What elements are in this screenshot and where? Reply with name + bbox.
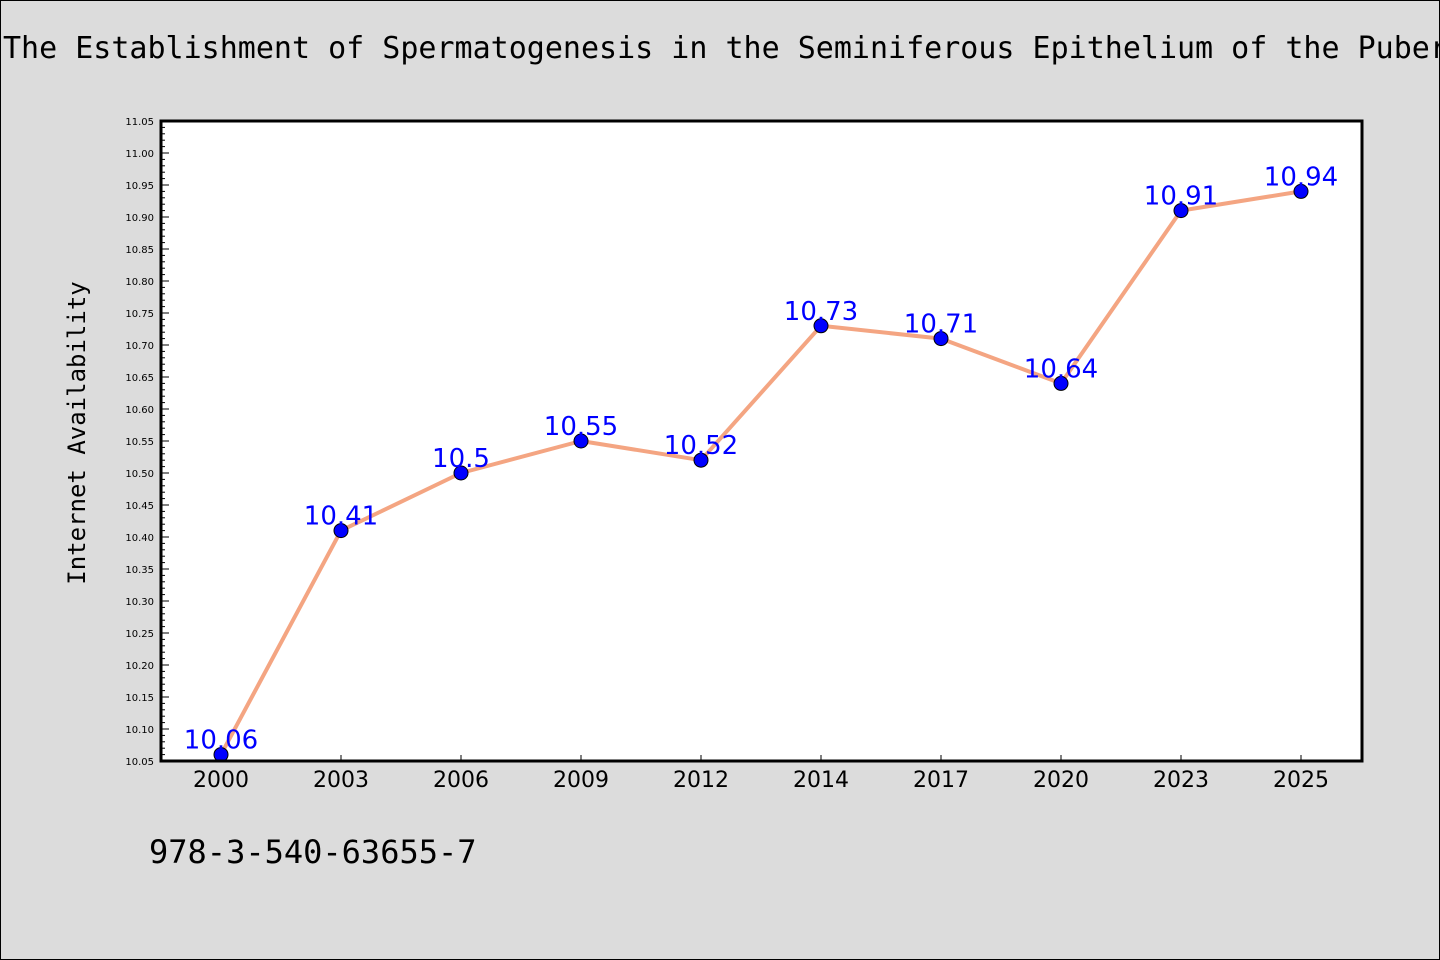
y-tick-label: 10.95 (125, 181, 154, 192)
data-label: 10.06 (184, 726, 258, 756)
x-tick-label: 2023 (1153, 768, 1209, 793)
y-tick-label: 10.35 (125, 565, 154, 576)
x-tick-label: 2017 (913, 768, 969, 793)
x-tick-label: 2006 (433, 768, 489, 793)
data-label: 10.71 (904, 310, 978, 340)
y-tick-label: 10.90 (125, 213, 154, 224)
data-point (573, 433, 589, 449)
x-tick-label: 2009 (553, 768, 609, 793)
data-label: 10.94 (1264, 162, 1338, 192)
data-label: 10.64 (1024, 354, 1098, 384)
x-tick-label: 2012 (673, 768, 729, 793)
data-label: 10.41 (304, 502, 378, 532)
y-tick-label: 10.60 (125, 405, 154, 416)
data-point (1053, 375, 1069, 391)
data-label: 10.52 (664, 431, 738, 461)
x-tick-label: 2014 (793, 768, 849, 793)
data-point (693, 452, 709, 468)
y-tick-label: 10.70 (125, 341, 154, 352)
x-tick-label: 2000 (193, 768, 249, 793)
x-tick-label: 2003 (313, 768, 369, 793)
y-tick-label: 10.85 (125, 245, 154, 256)
data-label: 10.5 (432, 444, 490, 474)
data-point (933, 331, 949, 347)
y-tick-label: 10.75 (125, 309, 154, 320)
y-tick-label: 10.50 (125, 469, 154, 480)
y-tick-label: 10.10 (125, 725, 154, 736)
data-point (1173, 203, 1189, 219)
series-line (219, 189, 1302, 756)
y-tick-label: 10.05 (125, 757, 154, 768)
y-tick-label: 10.55 (125, 437, 154, 448)
plot-border (159, 119, 1364, 763)
data-point (813, 318, 829, 334)
y-tick-label: 11.05 (125, 117, 154, 128)
x-tick-label: 2025 (1273, 768, 1329, 793)
data-label: 10.55 (544, 412, 618, 442)
chart-title: The Establishment of Spermatogenesis in … (3, 31, 1440, 66)
y-tick-label: 10.20 (125, 661, 154, 672)
data-point (453, 465, 469, 481)
y-tick-label: 10.40 (125, 533, 154, 544)
data-point (333, 523, 349, 539)
plot-area (161, 121, 1362, 761)
footnote-isbn: 978-3-540-63655-7 (149, 833, 477, 871)
x-tick-label: 2020 (1033, 768, 1089, 793)
data-label: 10.73 (784, 297, 858, 327)
y-tick-label: 10.80 (125, 277, 154, 288)
y-axis-label: Internet Availability (63, 281, 91, 584)
data-label: 10.91 (1144, 182, 1218, 212)
y-tick-label: 10.45 (125, 501, 154, 512)
y-tick-label: 10.15 (125, 693, 154, 704)
y-tick-label: 10.25 (125, 629, 154, 640)
y-tick-label: 10.65 (125, 373, 154, 384)
data-point (1293, 183, 1309, 199)
y-tick-label: 11.00 (125, 149, 154, 160)
y-tick-label: 10.30 (125, 597, 154, 608)
